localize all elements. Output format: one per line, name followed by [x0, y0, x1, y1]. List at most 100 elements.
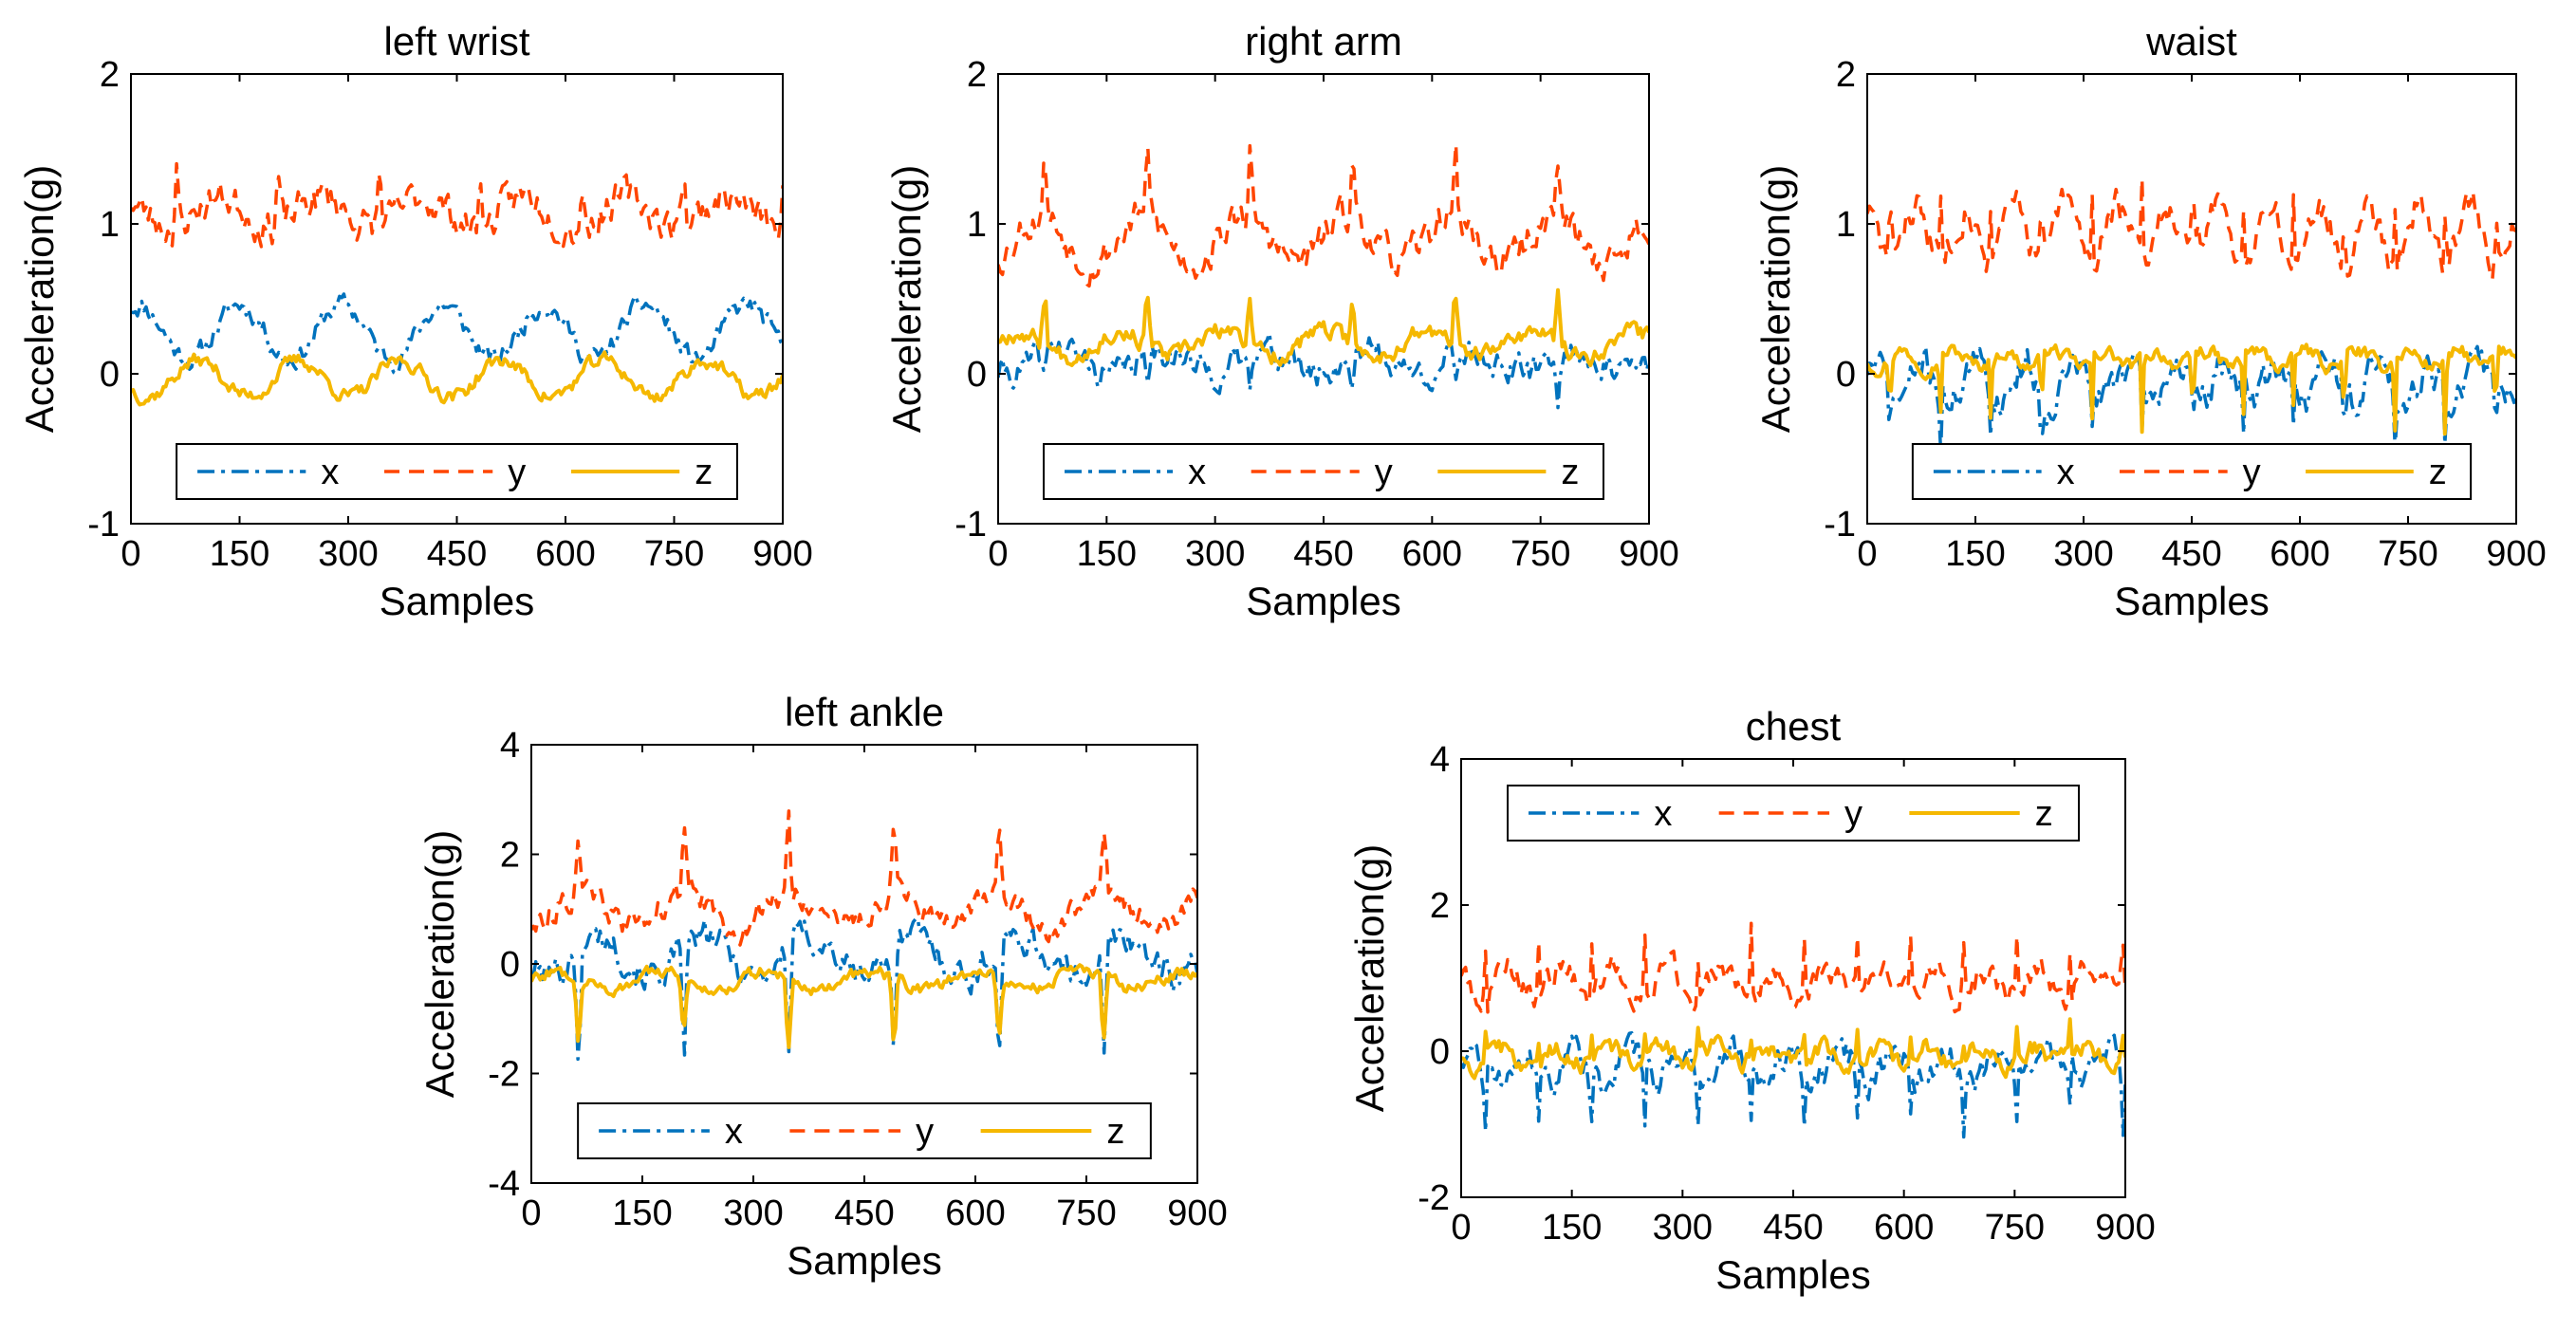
legend-label-x: x — [321, 453, 339, 492]
chart-title: waist — [2145, 19, 2237, 64]
legend: x y z — [1043, 443, 1604, 500]
legend: x y z — [176, 443, 738, 500]
x-tick-label: 0 — [120, 534, 140, 574]
x-tick-label: 450 — [2161, 534, 2221, 574]
series-line-y — [1461, 921, 2125, 1014]
y-tick-label: -1 — [87, 505, 120, 545]
x-tick-label: 600 — [1402, 534, 1462, 574]
x-tick-label: 900 — [752, 534, 812, 574]
series-line-z — [998, 287, 1649, 367]
x-tick-label: 600 — [535, 534, 595, 574]
x-tick-label: 600 — [2270, 534, 2329, 574]
legend-label-x: x — [2057, 453, 2075, 492]
y-tick-label: 0 — [100, 355, 120, 395]
legend: x y z — [577, 1102, 1152, 1159]
y-tick-label: 0 — [1836, 355, 1856, 395]
series-line-z — [131, 350, 783, 407]
x-tick-label: 750 — [644, 534, 704, 574]
legend-label-y: y — [508, 453, 526, 492]
x-tick-label: 600 — [1874, 1208, 1934, 1248]
chart-title: left wrist — [383, 19, 529, 64]
x-tick-label: 900 — [2095, 1208, 2155, 1248]
x-tick-label: 300 — [1185, 534, 1245, 574]
x-axis-label: Samples — [380, 579, 534, 623]
panel-chest: 0 150 300 450 600 750 900-2024chestSamplesAcce… — [1347, 704, 2156, 1297]
x-tick-label: 900 — [1619, 534, 1678, 574]
y-axis-label: Acceleration(g) — [1347, 844, 1392, 1112]
y-tick-label: 2 — [1430, 886, 1450, 926]
x-tick-label: 150 — [1542, 1208, 1602, 1248]
legend-label-y: y — [916, 1112, 934, 1152]
y-tick-label: 4 — [1430, 740, 1450, 780]
x-tick-label: 0 — [1451, 1208, 1471, 1248]
y-tick-label: 0 — [967, 355, 987, 395]
x-axis-label: Samples — [787, 1238, 941, 1283]
x-tick-label: 750 — [1510, 534, 1570, 574]
x-tick-label: 150 — [1077, 534, 1137, 574]
legend-label-z: z — [2429, 453, 2447, 492]
series-line-y — [1867, 176, 2516, 282]
y-axis-label: Acceleration(g) — [884, 165, 929, 433]
y-tick-label: 2 — [100, 55, 120, 95]
x-tick-label: 0 — [988, 534, 1008, 574]
x-tick-label: 600 — [945, 1193, 1005, 1233]
x-tick-label: 150 — [612, 1193, 672, 1233]
panel-left-ankle: 0 150 300 450 600 750 900 -4 -2 0 2 4 left ankle Samp… — [417, 690, 1228, 1283]
series-line-z — [1461, 1017, 2125, 1081]
legend-label-z: z — [1561, 453, 1579, 492]
x-tick-label: 300 — [723, 1193, 783, 1233]
y-tick-label: 2 — [500, 836, 520, 876]
x-tick-label: 750 — [2378, 534, 2437, 574]
y-tick-label: -1 — [1824, 505, 1856, 545]
series-line-z — [531, 963, 1197, 1049]
legend-label-x: x — [725, 1112, 743, 1152]
y-tick-label: 1 — [1836, 205, 1856, 245]
x-tick-label: 0 — [1857, 534, 1877, 574]
series-line-y — [131, 161, 783, 249]
y-tick-label: -2 — [1418, 1178, 1450, 1218]
y-axis-label: Acceleration(g) — [1753, 165, 1798, 433]
y-tick-label: -1 — [954, 505, 987, 545]
x-tick-label: 150 — [210, 534, 269, 574]
legend-label-y: y — [1375, 453, 1393, 492]
y-tick-label: 1 — [967, 205, 987, 245]
x-axis-label: Samples — [1246, 579, 1400, 623]
x-tick-label: 450 — [834, 1193, 894, 1233]
y-tick-label: -2 — [488, 1055, 520, 1095]
series-line-z — [1867, 342, 2516, 436]
y-tick-label: -4 — [488, 1164, 520, 1204]
y-tick-label: 0 — [500, 945, 520, 985]
y-axis-label: Acceleration(g) — [417, 830, 462, 1098]
series-line-x — [998, 331, 1649, 410]
legend-label-y: y — [1844, 794, 1863, 834]
panel-waist: 0 150 300 450 600 750 900-1012waistSamplesAcce… — [1753, 19, 2547, 623]
y-tick-label: 1 — [100, 205, 120, 245]
x-tick-label: 450 — [427, 534, 487, 574]
legend-label-y: y — [2243, 453, 2261, 492]
series-line-y — [531, 809, 1197, 947]
x-tick-label: 0 — [521, 1193, 541, 1233]
legend: x y z — [1507, 785, 2080, 842]
legend-label-x: x — [1188, 453, 1206, 492]
y-axis-label: Acceleration(g) — [17, 165, 62, 433]
legend-label-z: z — [1106, 1112, 1124, 1152]
x-axis-label: Samples — [1715, 1252, 1870, 1297]
legend: x y z — [1911, 443, 2473, 500]
y-tick-label: 4 — [500, 726, 520, 766]
x-tick-label: 300 — [2053, 534, 2113, 574]
y-tick-label: 2 — [1836, 55, 1856, 95]
series-line-y — [998, 142, 1649, 288]
y-tick-label: 0 — [1430, 1032, 1450, 1072]
chart-title: right arm — [1245, 19, 1402, 64]
x-tick-label: 750 — [1985, 1208, 2045, 1248]
x-axis-label: Samples — [2114, 579, 2269, 623]
series-line-x — [531, 916, 1197, 1062]
y-tick-label: 2 — [967, 55, 987, 95]
x-tick-label: 150 — [1945, 534, 2005, 574]
series-line-x — [1461, 1030, 2125, 1139]
legend-label-z: z — [2035, 794, 2053, 834]
x-tick-label: 450 — [1763, 1208, 1823, 1248]
